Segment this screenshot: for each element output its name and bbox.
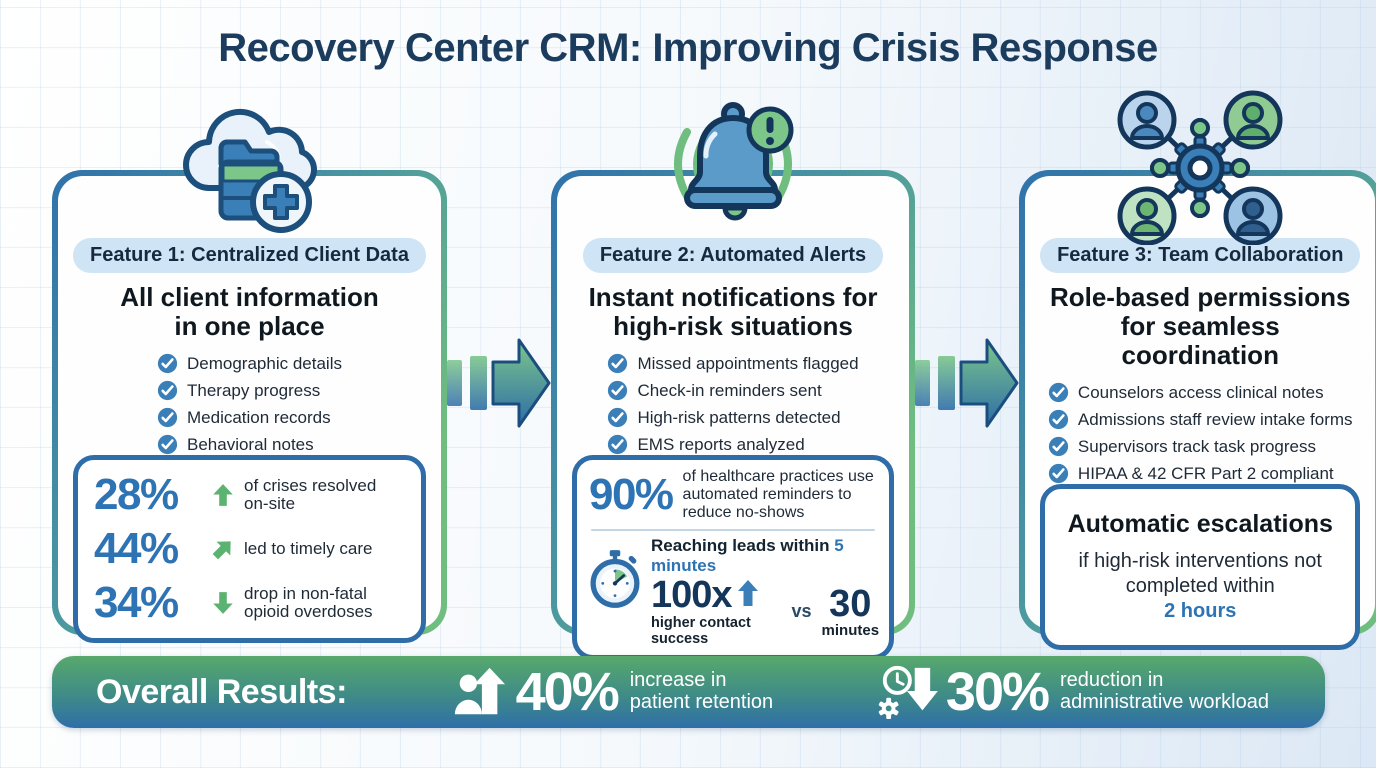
overall-stat-retention: 40% increase in patient retention (450, 661, 774, 723)
stat-row: 28% of crises resolved on-site (90, 468, 409, 522)
feature-checklist: Missed appointments flagged Check-in rem… (607, 353, 859, 455)
checklist-item: Therapy progress (157, 380, 342, 401)
checklist-item: Missed appointments flagged (607, 353, 859, 374)
feature-card-centralized-data: Feature 1: Centralized Client Data All c… (52, 108, 447, 644)
feature-heading: Role-based permissions for seamless coor… (1049, 282, 1351, 371)
clock-gear-down-icon (878, 665, 938, 720)
multiplier-caption: higher contact success (650, 614, 751, 647)
check-icon (157, 354, 178, 374)
overall-stat-workload: 30% reduction in administrative workload (876, 661, 1269, 723)
escalation-title: Automatic escalations (1067, 510, 1333, 539)
stat-value: 34% (94, 578, 179, 628)
avatar (1223, 186, 1283, 246)
check-icon (608, 354, 628, 374)
escalation-box: Automatic escalations if high-risk inter… (1040, 484, 1361, 651)
team-network-icon (1115, 90, 1285, 250)
feature-card-automated-alerts: Feature 2: Automated Alerts Instant noti… (550, 102, 916, 660)
feature-row: Feature 1: Centralized Client Data All c… (52, 90, 1376, 660)
arrow-right-icon (915, 338, 1019, 428)
escalation-highlight: 2 hours (1164, 600, 1237, 623)
checklist-item: Behavioral notes (157, 434, 342, 455)
flow-connector (915, 170, 1019, 635)
stat-text: of crises resolved on-site (244, 475, 377, 514)
stats-box-reminders: 90% of healthcare practices use automate… (571, 455, 895, 660)
stopwatch-icon (590, 550, 640, 608)
check-icon (608, 381, 628, 401)
flow-connector (446, 170, 551, 635)
avatar (1117, 90, 1177, 150)
check-icon (608, 435, 628, 455)
feature-badge: Feature 1: Centralized Client Data (73, 238, 426, 273)
lead-time-label: Reaching leads within 5 minutes (650, 535, 844, 575)
checklist-item: Demographic details (157, 353, 342, 374)
stat-row: 44% led to timely care (90, 522, 409, 576)
checklist-item: HIPAA & 42 CFR Part 2 compliant (1048, 463, 1353, 484)
overall-stat-caption: increase in patient retention (629, 669, 774, 713)
feature-heading: Instant notifications for high-risk situ… (588, 282, 878, 342)
compare-unit: minutes (821, 621, 880, 639)
overall-results-label: Overall Results: (96, 672, 347, 711)
down-arrow-icon (213, 592, 233, 615)
stat-value: 44% (94, 524, 179, 574)
stat-row: 90% of healthcare practices use automate… (587, 466, 879, 524)
check-icon (1048, 437, 1069, 457)
feature-checklist: Counselors access clinical notes Admissi… (1048, 382, 1353, 484)
feature-heading: All client information in one place (120, 282, 379, 342)
compare-value-block: 30 minutes (822, 585, 880, 638)
check-icon (1048, 383, 1069, 403)
checklist-item: High-risk patterns detected (607, 407, 858, 428)
stat-text: of healthcare practices use automated re… (682, 468, 874, 522)
stat-text: drop in non-fatal opioid overdoses (244, 583, 373, 622)
stat-value: 28% (94, 470, 179, 520)
checklist-item: Medication records (157, 407, 342, 428)
overall-stat-caption: reduction in administrative workload (1060, 669, 1269, 713)
stats-box-crisis-outcomes: 28% of crises resolved on-site 44% led t… (73, 455, 426, 644)
checklist-item: Supervisors track task progress (1048, 436, 1353, 457)
multiplier-row: 100x higher contact success vs 30 minute… (651, 576, 879, 647)
overall-stat-value: 40% (515, 662, 620, 722)
alert-bell-icon (643, 90, 823, 245)
compare-value: 30 (829, 582, 872, 625)
person-up-icon (454, 667, 505, 715)
stat-text: led to timely care (244, 538, 373, 558)
check-icon (1048, 410, 1069, 430)
check-icon (157, 435, 178, 455)
stat-row: 34% drop in non-fatal opioid overdoses (90, 576, 409, 630)
divider (590, 528, 876, 531)
checklist-item: Counselors access clinical notes (1048, 382, 1353, 403)
checklist-item: EMS reports analyzed (607, 434, 858, 455)
check-icon (608, 408, 628, 428)
multiplier-value: 100x (650, 573, 733, 616)
check-icon (157, 381, 178, 401)
stat-value: 90% (588, 470, 674, 520)
contact-speed-stat: Reaching leads within 5 minutes 100x hig… (587, 536, 879, 647)
arrow-right-icon (446, 338, 551, 428)
feature-card-team-collaboration: Feature 3: Team Collaboration Role-based… (1019, 90, 1376, 651)
cloud-folder-medical-icon (169, 90, 329, 245)
check-icon (157, 408, 178, 428)
checklist-item: Admissions staff review intake forms (1048, 409, 1353, 430)
overall-stat-value: 30% (945, 662, 1050, 722)
avatar (1117, 186, 1177, 246)
up-arrow-icon (737, 579, 758, 606)
feature-badge: Feature 2: Automated Alerts (582, 238, 884, 273)
avatar (1223, 90, 1283, 150)
vs-label: vs (791, 600, 812, 621)
page-title: Recovery Center CRM: Improving Crisis Re… (218, 26, 1158, 70)
check-icon (1048, 464, 1069, 484)
checklist-item: Check-in reminders sent (607, 380, 858, 401)
overall-results-bar: Overall Results: 40% increase in patient… (52, 656, 1325, 728)
up-arrow-icon (213, 484, 233, 507)
up-right-arrow-icon (212, 541, 231, 560)
feature-badge: Feature 3: Team Collaboration (1040, 238, 1361, 273)
lead-time-highlight: 5 minutes (650, 535, 844, 575)
feature-checklist: Demographic details Therapy progress Med… (157, 353, 342, 455)
escalation-body: if high-risk interventions not completed… (1078, 550, 1322, 623)
